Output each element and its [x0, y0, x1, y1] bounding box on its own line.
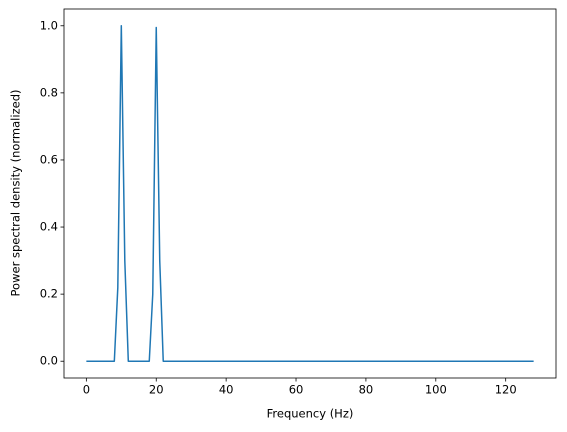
x-tick-label: 0: [83, 383, 90, 397]
y-tick-label: 1.0: [40, 18, 58, 32]
y-tick-label: 0.0: [40, 354, 58, 368]
y-tick-label: 0.4: [40, 220, 58, 234]
y-axis-label: Power spectral density (normalized): [9, 90, 23, 297]
data-line: [86, 25, 534, 362]
x-tick-label: 60: [289, 383, 304, 397]
x-tick-label: 100: [425, 383, 447, 397]
x-tick-label: 40: [219, 383, 234, 397]
y-tick-label: 0.6: [40, 152, 58, 166]
x-axis-label: Frequency (Hz): [267, 407, 354, 421]
y-tick-label: 0.2: [40, 287, 58, 301]
y-tick-label: 0.8: [40, 85, 58, 99]
axes-frame: [63, 8, 557, 379]
x-tick-label: 120: [495, 383, 517, 397]
x-tick-label: 20: [149, 383, 164, 397]
x-tick-label: 80: [359, 383, 374, 397]
